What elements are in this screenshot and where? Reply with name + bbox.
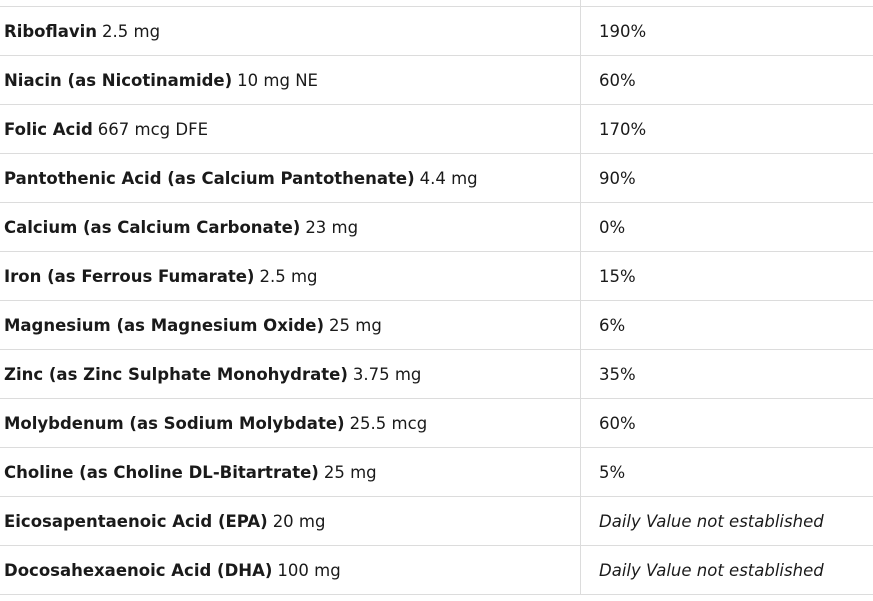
- nutrient-name: Choline (as Choline DL-Bitartrate): [4, 462, 319, 482]
- nutrient-cell: Iron (as Ferrous Fumarate) 2.5 mg: [0, 252, 581, 300]
- daily-value: 35%: [599, 364, 636, 384]
- daily-value-cell: 90%: [581, 154, 636, 202]
- nutrient-cell: Molybdenum (as Sodium Molybdate) 25.5 mcg: [0, 399, 581, 447]
- nutrient-cell: Folic Acid 667 mcg DFE: [0, 105, 581, 153]
- daily-value: 0%: [599, 217, 626, 237]
- daily-value: 60%: [599, 413, 636, 433]
- nutrient-cell: Calcium (as Calcium Carbonate) 23 mg: [0, 203, 581, 251]
- daily-value: 190%: [599, 21, 647, 41]
- daily-value: 90%: [599, 168, 636, 188]
- nutrient-amount: 2.5 mg: [259, 266, 318, 286]
- nutrient-cell: Eicosapentaenoic Acid (EPA) 20 mg: [0, 497, 581, 545]
- table-row: Pantothenic Acid (as Calcium Pantothenat…: [0, 154, 873, 203]
- daily-value: Daily Value not established: [599, 560, 824, 580]
- table-row: Folic Acid 667 mcg DFE 170%: [0, 105, 873, 154]
- nutrient-name: Niacin (as Nicotinamide): [4, 70, 233, 90]
- daily-value: 15%: [599, 266, 636, 286]
- nutrient-amount: 4.4 mg: [419, 168, 478, 188]
- nutrient-name: Iron (as Ferrous Fumarate): [4, 266, 255, 286]
- nutrient-name: Docosahexaenoic Acid (DHA): [4, 560, 273, 580]
- daily-value-cell: 5%: [581, 448, 625, 496]
- daily-value-cell: 60%: [581, 56, 636, 104]
- nutrient-name: Calcium (as Calcium Carbonate): [4, 217, 301, 237]
- daily-value: 6%: [599, 315, 626, 335]
- daily-value-cell: 170%: [581, 105, 646, 153]
- nutrient-cell: Docosahexaenoic Acid (DHA) 100 mg: [0, 546, 581, 594]
- nutrient-name: Zinc (as Zinc Sulphate Monohydrate): [4, 364, 348, 384]
- nutrient-amount: 2.5 mg: [102, 21, 161, 41]
- daily-value-cell: 190%: [581, 7, 646, 55]
- daily-value: 170%: [599, 119, 647, 139]
- nutrient-name: Eicosapentaenoic Acid (EPA): [4, 511, 268, 531]
- nutrient-cell: Riboflavin 2.5 mg: [0, 7, 581, 55]
- nutrient-amount: 23 mg: [305, 217, 359, 237]
- daily-value-cell: Daily Value not established: [581, 497, 824, 545]
- nutrient-name: Riboflavin: [4, 21, 98, 41]
- daily-value-cell: 60%: [581, 399, 636, 447]
- nutrient-amount: 25 mg: [329, 315, 382, 335]
- nutrient-cell: Niacin (as Nicotinamide) 10 mg NE: [0, 56, 581, 104]
- nutrient-amount: 100 mg: [277, 560, 341, 580]
- daily-value-cell: 0%: [581, 203, 625, 251]
- cell: [0, 0, 581, 6]
- table-row: Iron (as Ferrous Fumarate) 2.5 mg 15%: [0, 252, 873, 301]
- table-row: Docosahexaenoic Acid (DHA) 100 mg Daily Va…: [0, 546, 873, 595]
- daily-value-cell: 35%: [581, 350, 636, 398]
- table-row: Zinc (as Zinc Sulphate Monohydrate) 3.75 …: [0, 350, 873, 399]
- daily-value-cell: Daily Value not established: [581, 546, 824, 594]
- table-row: Magnesium (as Magnesium Oxide) 25 mg 6%: [0, 301, 873, 350]
- nutrient-cell: Pantothenic Acid (as Calcium Pantothenat…: [0, 154, 581, 202]
- nutrient-cell: Magnesium (as Magnesium Oxide) 25 mg: [0, 301, 581, 349]
- table-row: Eicosapentaenoic Acid (EPA) 20 mg Daily Va…: [0, 497, 873, 546]
- nutrient-amount: 3.75 mg: [352, 364, 422, 384]
- nutrient-cell: Zinc (as Zinc Sulphate Monohydrate) 3.75 …: [0, 350, 581, 398]
- table-row: Niacin (as Nicotinamide) 10 mg NE 60%: [0, 56, 873, 105]
- daily-value-cell: 6%: [581, 301, 625, 349]
- table-row: Molybdenum (as Sodium Molybdate) 25.5 mcg…: [0, 399, 873, 448]
- table-row: Calcium (as Calcium Carbonate) 23 mg 0%: [0, 203, 873, 252]
- nutrient-name: Molybdenum (as Sodium Molybdate): [4, 413, 345, 433]
- daily-value-cell: 15%: [581, 252, 636, 300]
- nutrient-amount: 10 mg NE: [237, 70, 318, 90]
- table-row: Riboflavin 2.5 mg 190%: [0, 7, 873, 56]
- nutrient-cell: Choline (as Choline DL-Bitartrate) 25 mg: [0, 448, 581, 496]
- nutrient-amount: 20 mg: [272, 511, 326, 531]
- nutrient-name: Folic Acid: [4, 119, 93, 139]
- table-row-edge: [0, 0, 873, 7]
- nutrient-amount: 25 mg: [323, 462, 377, 482]
- nutrient-name: Magnesium (as Magnesium Oxide): [4, 315, 325, 335]
- daily-value: Daily Value not established: [599, 511, 824, 531]
- daily-value: 5%: [599, 462, 626, 482]
- nutrient-amount: 25.5 mcg: [349, 413, 428, 433]
- table-row: Choline (as Choline DL-Bitartrate) 25 mg 5…: [0, 448, 873, 497]
- nutrient-name: Pantothenic Acid (as Calcium Pantothenat…: [4, 168, 415, 188]
- daily-value: 60%: [599, 70, 636, 90]
- nutrient-amount: 667 mcg DFE: [97, 119, 209, 139]
